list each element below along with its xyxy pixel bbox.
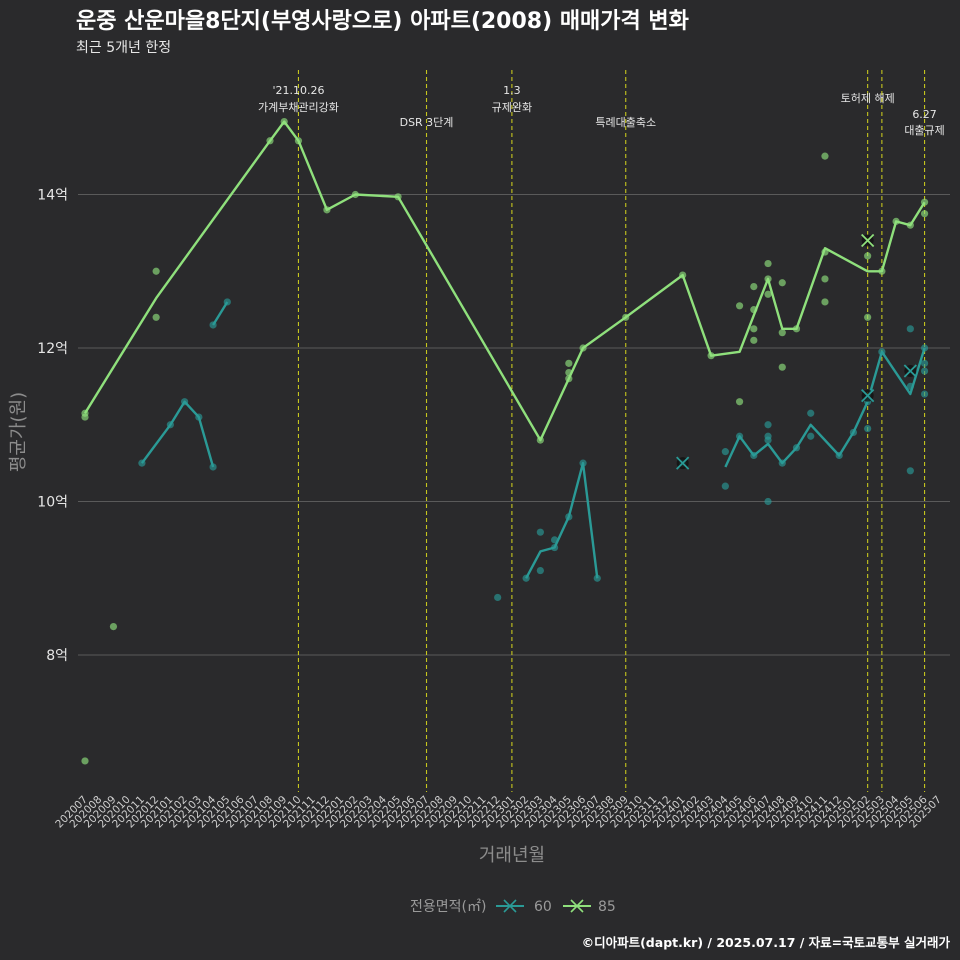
event-label: '21.10.26 <box>272 84 324 97</box>
data-point-60 <box>764 421 772 429</box>
data-point-85 <box>565 359 573 367</box>
data-point-60 <box>764 436 772 444</box>
series-line-85 <box>83 120 926 442</box>
data-point-60 <box>906 467 914 475</box>
legend-label-60: 60 <box>534 899 552 915</box>
y-axis-ticks: 8억 10억 12억 14억 <box>37 188 68 665</box>
data-point-85 <box>109 623 118 631</box>
event-label: 6.27 <box>912 108 937 121</box>
data-point-60 <box>764 497 772 506</box>
y-axis-title: 평균가(원) <box>8 392 29 472</box>
chart-caption: ©디아파트(dapt.kr) / 2025.07.17 / 자료=국토교통부 실… <box>582 935 951 950</box>
y-tick-label: 10억 <box>37 495 68 511</box>
data-point-85 <box>778 279 786 287</box>
legend-marker-85 <box>570 899 584 913</box>
series-line-60 <box>212 301 229 326</box>
x-marker-60 <box>676 456 690 470</box>
series-line-60 <box>525 461 599 579</box>
event-label: 대출규제 <box>904 124 944 137</box>
data-point-85 <box>152 267 160 275</box>
data-point-60 <box>920 367 929 375</box>
data-point-60 <box>864 424 872 433</box>
data-point-85 <box>778 329 786 337</box>
data-point-85 <box>81 757 89 765</box>
data-point-85 <box>864 313 872 321</box>
data-point-60 <box>721 448 729 456</box>
legend: 전용면적(㎡) 60 85 <box>410 899 616 915</box>
event-label: 규제완화 <box>492 101 532 114</box>
event-label: 가계부채관리강화 <box>258 101 339 114</box>
event-label: 1.3 <box>503 84 521 97</box>
series-60 <box>138 298 929 602</box>
data-point-60 <box>494 593 502 602</box>
legend-label-85: 85 <box>598 899 616 915</box>
data-point-85 <box>764 259 772 268</box>
event-label: 토허제 해제 <box>841 91 895 105</box>
data-point-85 <box>821 298 829 306</box>
legend-item-85: 85 <box>563 899 616 915</box>
series-85 <box>81 117 929 765</box>
data-point-85 <box>778 363 786 371</box>
data-point-60 <box>536 566 544 575</box>
event-label: 특례대출축소 <box>595 116 656 129</box>
series-line-60 <box>724 347 926 468</box>
y-tick-label: 14억 <box>37 188 68 204</box>
data-point-60 <box>920 390 929 398</box>
x-axis-title: 거래년월 <box>479 845 545 866</box>
data-point-85 <box>750 336 758 344</box>
data-point-85 <box>152 313 160 321</box>
data-point-85 <box>735 398 744 406</box>
x-marker-60 <box>903 364 917 378</box>
chart-subtitle: 최근 5개년 한정 <box>76 40 171 56</box>
data-point-85 <box>821 275 829 283</box>
data-point-60 <box>807 432 815 440</box>
data-point-85 <box>821 152 829 160</box>
legend-item-60: 60 <box>496 899 552 915</box>
data-point-85 <box>750 325 758 333</box>
event-label: DSR 3단계 <box>400 116 454 129</box>
data-point-60 <box>536 528 544 536</box>
legend-title: 전용면적(㎡) <box>410 899 486 915</box>
data-point-60 <box>920 359 929 367</box>
data-point-60 <box>721 482 729 490</box>
series-layer <box>81 117 929 765</box>
data-point-85 <box>764 290 772 298</box>
chart-title: 운중 산운마을8단지(부영사랑으로) 아파트(2008) 매매가격 변화 <box>76 9 689 34</box>
data-point-60 <box>906 325 914 333</box>
data-point-85 <box>81 413 89 421</box>
data-point-85 <box>864 252 872 260</box>
data-point-85 <box>735 302 744 310</box>
legend-marker-60 <box>503 899 517 913</box>
data-point-85 <box>920 210 929 218</box>
series-line-60 <box>140 400 215 468</box>
data-point-60 <box>807 409 815 417</box>
y-tick-label: 12억 <box>37 341 68 357</box>
data-point-85 <box>750 283 758 291</box>
x-marker-60 <box>861 388 875 403</box>
grid-layer <box>78 194 950 656</box>
y-tick-label: 8억 <box>46 648 68 664</box>
x-marker-85 <box>861 233 875 248</box>
x-axis-ticks: 2020072020082020092020102020112020122021… <box>53 793 944 830</box>
